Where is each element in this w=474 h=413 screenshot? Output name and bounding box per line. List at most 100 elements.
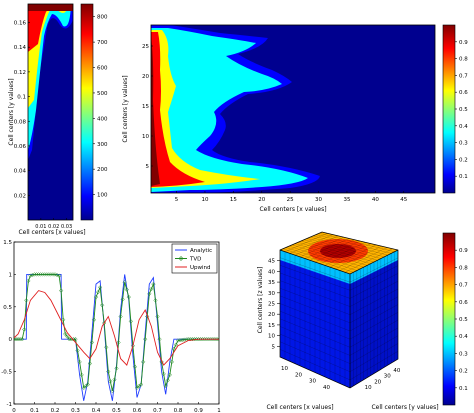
p4-grid-top-b-12 — [339, 247, 388, 271]
p4-z-tick-label-4: 25 — [268, 302, 275, 308]
p3-series-tvd-marker-55 — [124, 287, 129, 292]
p1-y-tick-label-7: 0.16 — [14, 21, 27, 27]
p2-y-tick-label-2: 15 — [142, 104, 149, 110]
p1-colorbar-ticks: 100 200 300 400 500 600 700 800 — [93, 15, 108, 199]
p2-colorbar-tick-label-7: 0.8 — [459, 57, 468, 63]
p3-series-tvd-marker-62 — [138, 382, 144, 387]
p4-y-tick-label-0: 10 — [365, 385, 372, 391]
p3-series-tvd-marker-46 — [106, 369, 111, 374]
p4-x-axis-label: Cell centers [x values] — [266, 404, 333, 411]
p4-z-tick-label-8: 45 — [268, 259, 275, 265]
p1-y-ticks: 0.02 0.04 0.06 0.08 0.1 0.12 0.14 0.16 — [14, 21, 30, 199]
p3-x-tick-label-5: 0.5 — [112, 408, 121, 413]
p3-y-tick-label-1: -0.5 — [1, 370, 12, 376]
p3-series-tvd-marker-44 — [102, 320, 107, 326]
p1-band-darkred — [28, 4, 73, 11]
p4-colorbar-tick-label-7: 0.8 — [459, 265, 468, 271]
p4-grid-top-a-13 — [318, 233, 395, 252]
p4-z-ticks: 5 10 15 20 25 30 35 40 45 — [268, 259, 280, 350]
p2-y-tick-label-3: 20 — [142, 74, 149, 80]
p1-colorbar-tick-label-2: 300 — [97, 142, 108, 148]
p3-series-tvd-marker-82 — [179, 337, 185, 343]
p4-grid-right-h-9 — [349, 319, 399, 348]
p3-series-tvd-marker-80 — [175, 338, 181, 343]
p3-series-tvd-marker-83 — [181, 337, 187, 342]
p4-colorbar-tick-label-0: 0.1 — [459, 386, 468, 392]
p3-series-tvd-marker-73 — [161, 371, 166, 377]
p3-series-tvd-marker-33 — [79, 372, 84, 377]
p3-series-tvd-marker-47 — [108, 379, 113, 384]
p3-series-tvd-marker-50 — [114, 366, 119, 371]
p1-y-tick-label-0: 0.02 — [14, 193, 26, 199]
p3-series-tvd-marker-30 — [73, 337, 78, 342]
p4-grid-right-h-7 — [349, 304, 399, 332]
p4-cube-edges — [279, 231, 399, 389]
p2-band-darkred — [151, 36, 160, 186]
p3-series-tvd-marker-24 — [61, 317, 66, 322]
p3-series-tvd-marker-59 — [132, 364, 138, 369]
p4-colorbar-tick-label-4: 0.5 — [459, 317, 468, 323]
p3-series-tvd-marker-56 — [126, 294, 131, 300]
p4-x-tick-label-1: 20 — [295, 372, 302, 378]
p4-y-tick-label-3: 40 — [393, 368, 400, 374]
p3-y-tick-label-5: 1.5 — [3, 240, 12, 246]
p4-grid-right-h-10 — [349, 327, 399, 356]
p2-x-tick-label-3: 20 — [258, 197, 265, 203]
p3-series-tvd-marker-100 — [216, 337, 219, 342]
p2-axes-frame — [150, 24, 436, 194]
p3-x-tick-label-9: 0.9 — [194, 408, 203, 413]
p1-colorbar-tick-label-5: 600 — [97, 66, 108, 72]
p4-grid-right-h-11 — [349, 335, 399, 364]
p3-series-tvd-marker-26 — [65, 334, 70, 339]
p4-grid-top-a-8 — [303, 239, 378, 261]
p4-grid-top-a-12 — [315, 234, 392, 254]
p4-y-tick-label-2: 30 — [384, 374, 391, 380]
p3-series-tvd-marker-67 — [149, 286, 154, 292]
p3-series-tvd-marker-42 — [97, 285, 103, 290]
p4-colorbar-tick-label-6: 0.7 — [459, 283, 468, 289]
p4-colorbar-ticks: 0.1 0.2 0.3 0.4 0.5 0.6 0.7 0.8 0.9 — [455, 248, 468, 392]
p4-grid-right-h-13 — [349, 351, 399, 380]
p1-colorbar-tick-label-1: 200 — [97, 167, 108, 173]
p3-series-group — [14, 272, 219, 401]
p2-colorbar-tick-label-0: 0.1 — [459, 174, 468, 180]
p2-y-tick-label-4: 25 — [142, 44, 149, 50]
p3-legend-label-tvd: TVD — [189, 257, 201, 263]
p4-grid-right-h-12 — [349, 343, 399, 372]
p1-y-tick-label-5: 0.12 — [14, 70, 26, 76]
p1-colorbar — [80, 3, 94, 221]
p3-series-tvd-marker-23 — [58, 288, 64, 293]
p4-x-ticks: 10 20 30 40 — [281, 366, 330, 391]
p3-series-tvd-marker-41 — [95, 290, 101, 295]
p1-axes-frame — [27, 3, 74, 221]
p4-top-core — [320, 244, 356, 258]
p4-grid-top-b-11 — [334, 246, 382, 269]
p1-colorbar-tick-label-6: 700 — [97, 40, 108, 46]
p3-series-tvd-marker-5 — [22, 327, 27, 332]
p3-series-tvd-marker-7 — [26, 278, 31, 284]
p3-series-tvd-marker-64 — [143, 337, 148, 342]
p3-x-tick-label-10: 1 — [217, 408, 221, 413]
p3-series-tvd-marker-72 — [159, 359, 164, 365]
p3-series-tvd-marker-77 — [169, 359, 175, 365]
p2-colorbar-tick-label-6: 0.7 — [459, 73, 468, 79]
panel-1: 0.020.040.060.080.10.120.140.16 0.01 0.02… — [8, 3, 108, 236]
p1-colorbar-tick-label-7: 800 — [97, 15, 108, 21]
p3-series-tvd-marker-36 — [85, 382, 90, 387]
p4-y-axis-label: Cell centers [y values] — [371, 404, 438, 411]
p1-y-axis-label: Cell centers [y values] — [8, 78, 15, 145]
p2-x-tick-label-7: 40 — [372, 197, 379, 203]
p3-series-tvd-marker-70 — [155, 314, 160, 319]
p4-grid-left-h-8 — [279, 311, 351, 340]
p2-x-tick-label-5: 30 — [315, 197, 322, 203]
p2-x-tick-label-2: 15 — [230, 197, 237, 203]
p4-grid-left-h-11 — [279, 333, 351, 364]
p1-x-tick-label-0: 0.01 — [35, 224, 46, 230]
p3-series-tvd-marker-31 — [75, 348, 80, 353]
p3-legend-marker-tvd — [178, 256, 184, 261]
p2-x-axis-label: Cell centers [x values] — [259, 206, 326, 213]
p3-y-tick-label-4: 1 — [9, 272, 13, 278]
p3-x-tick-label-7: 0.7 — [153, 408, 162, 413]
p3-series-tvd-marker-9 — [30, 272, 35, 278]
p3-series-tvd-marker-6 — [24, 298, 29, 303]
